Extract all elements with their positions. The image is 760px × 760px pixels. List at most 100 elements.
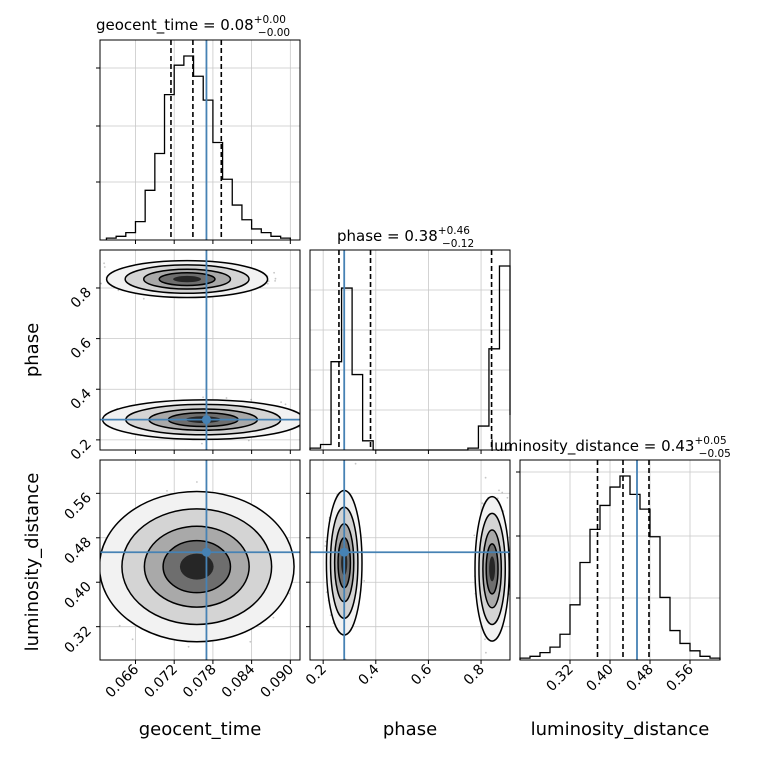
luminosity-distance-vs-geocent-time-contour-line: [121, 508, 273, 626]
luminosity-distance-axis-xtick-label: 0.56: [663, 661, 696, 694]
luminosity-distance-vs-geocent-time-contour-line: [100, 490, 295, 643]
luminosity-distance-axis-ytick-label: 0.32: [61, 623, 94, 656]
phase-vs-geocent-time-contour-line: [124, 264, 250, 295]
luminosity-distance-vs-geocent-time-density-level: [179, 553, 214, 580]
luminosity-distance-vs-geocent-time-contour-line: [143, 525, 250, 608]
p21-frame: [309, 459, 511, 661]
phase-axis-xtick-label: 0.2: [303, 662, 330, 689]
phase-vs-geocent-time-contour-line: [158, 271, 216, 287]
luminosity-distance-vs-phase-sample-point: [496, 497, 499, 500]
luminosity-distance-vs-phase-sample-point: [473, 534, 476, 537]
y-axis-label-luminosity-distance: luminosity_distance: [22, 473, 43, 652]
luminosity-distance-vs-phase-contour-line: [482, 529, 503, 609]
luminosity-distance-axis-ytick-label: 0.40: [61, 579, 94, 612]
luminosity-distance-vs-geocent-time-sample-point: [249, 640, 252, 643]
phase-vs-geocent-time-sample-point: [202, 396, 205, 399]
geocent-time-axis-xtick-label: 0.090: [257, 662, 297, 702]
geocent-time-axis-xtick-label: 0.078: [180, 662, 220, 702]
phase-vs-geocent-time-sample-point: [274, 280, 276, 282]
p20-frame: [99, 459, 301, 661]
phase-vs-geocent-time-contour-line: [142, 268, 232, 290]
luminosity-distance-axis-xtick-label: 0.32: [543, 662, 576, 695]
phase-vs-geocent-time-sample-point: [280, 401, 282, 403]
phase-vs-geocent-time-sample-point: [142, 297, 145, 300]
luminosity-distance-vs-phase-sample-point: [484, 476, 487, 479]
phase-axis-ytick-label: 0.8: [68, 284, 95, 311]
luminosity-distance-vs-phase-sample-point: [363, 580, 366, 582]
phase-axis-ytick-label: 0.2: [68, 436, 95, 463]
phase-axis-xtick-label: 0.6: [408, 661, 435, 688]
p10-frame: [99, 249, 301, 451]
luminosity-distance-vs-geocent-time-sample-point: [187, 645, 190, 648]
luminosity-distance-axis-ytick-label: 0.56: [61, 490, 94, 523]
luminosity-distance-histogram-line: [519, 475, 721, 660]
phase-vs-geocent-time-sample-point: [225, 397, 228, 399]
phase-vs-geocent-time-sample-point: [267, 280, 270, 282]
phase-vs-geocent-time-sample-point: [273, 271, 275, 274]
phase-vs-geocent-time-contour-line: [105, 259, 269, 299]
phase-vs-geocent-time-sample-point: [103, 262, 105, 265]
geocent-time-axis-xtick-label: 0.066: [103, 661, 143, 701]
luminosity-distance-vs-geocent-time-sample-point: [131, 638, 134, 641]
phase-vs-geocent-time-truth-marker: [201, 415, 211, 425]
x-axis-label-luminosity-distance: luminosity_distance: [531, 719, 710, 740]
luminosity-distance-axis-xtick-label: 0.48: [623, 662, 656, 695]
luminosity-distance-vs-phase-sample-point: [324, 545, 327, 547]
luminosity-distance-title: luminosity_distance = 0.43+0.05 −0.05: [490, 435, 731, 460]
luminosity-distance-vs-geocent-time-sample-point: [97, 615, 99, 617]
luminosity-distance-vs-phase-sample-point: [498, 489, 500, 492]
luminosity-distance-vs-phase-sample-point: [484, 638, 486, 641]
luminosity-distance-axis-ytick-label: 0.48: [61, 534, 94, 567]
phase-vs-geocent-time-sample-point: [319, 428, 321, 430]
luminosity-distance-vs-phase-sample-point: [341, 661, 343, 663]
luminosity-distance-vs-phase-sample-point: [481, 502, 484, 505]
geocent-time-histogram-line: [105, 55, 291, 240]
luminosity-distance-vs-geocent-time-sample-point: [196, 481, 198, 483]
luminosity-distance-vs-phase-density-level: [489, 556, 496, 582]
y-axis-label-phase: phase: [22, 323, 43, 377]
p11-frame: [309, 249, 511, 451]
luminosity-distance-vs-phase-contour-line: [485, 543, 499, 595]
luminosity-distance-vs-phase-sample-point: [497, 667, 499, 669]
luminosity-distance-vs-geocent-time-sample-point: [272, 616, 275, 619]
luminosity-distance-axis-xtick-label: 0.40: [583, 662, 616, 695]
p22-frame: [519, 459, 721, 661]
luminosity-distance-vs-phase-contour-line: [478, 512, 507, 626]
phase-axis-xtick-label: 0.4: [356, 661, 383, 688]
luminosity-distance-vs-phase-contour-line: [474, 495, 510, 642]
phase-vs-geocent-time-density-level: [173, 275, 202, 283]
geocent-time-title: geocent_time = 0.08+0.00 −0.00: [96, 14, 290, 39]
phase-vs-geocent-time-sample-point: [103, 266, 106, 268]
p00-frame: [99, 39, 301, 241]
phase-histogram-line: [309, 265, 511, 451]
phase-vs-geocent-time-sample-point: [100, 282, 103, 285]
x-axis-label-geocent-time: geocent_time: [139, 719, 262, 740]
luminosity-distance-vs-phase-sample-point: [506, 496, 509, 499]
luminosity-distance-vs-phase-sample-point: [329, 614, 332, 616]
luminosity-distance-vs-phase-truth-marker: [339, 547, 349, 557]
luminosity-distance-vs-geocent-time-truth-marker: [201, 547, 211, 557]
phase-axis-xtick-label: 0.8: [461, 662, 488, 689]
phase-vs-geocent-time-sample-point: [117, 289, 120, 292]
geocent-time-axis-xtick-label: 0.084: [219, 661, 259, 701]
phase-axis-ytick-label: 0.6: [68, 335, 95, 362]
phase-title: phase = 0.38+0.46 −0.12: [337, 225, 474, 250]
phase-vs-geocent-time-sample-point: [284, 403, 287, 406]
luminosity-distance-vs-geocent-time-contour-line: [162, 539, 232, 594]
luminosity-distance-vs-phase-sample-point: [501, 491, 504, 494]
luminosity-distance-vs-geocent-time-sample-point: [79, 579, 81, 581]
phase-axis-ytick-label: 0.4: [68, 386, 95, 413]
geocent-time-axis-xtick-label: 0.072: [141, 662, 181, 702]
phase-vs-geocent-time-sample-point: [74, 416, 76, 418]
phase-vs-geocent-time-sample-point: [266, 282, 269, 285]
phase-vs-geocent-time-sample-point: [250, 398, 253, 401]
luminosity-distance-vs-phase-sample-point: [354, 462, 357, 465]
luminosity-distance-vs-geocent-time-sample-point: [166, 490, 168, 492]
luminosity-distance-vs-geocent-time-sample-point: [118, 624, 121, 627]
luminosity-distance-vs-phase-sample-point: [485, 651, 487, 654]
phase-vs-geocent-time-sample-point: [274, 277, 277, 280]
phase-vs-geocent-time-sample-point: [201, 442, 203, 445]
x-axis-label-phase: phase: [383, 719, 437, 740]
phase-vs-geocent-time-sample-point: [247, 439, 250, 442]
